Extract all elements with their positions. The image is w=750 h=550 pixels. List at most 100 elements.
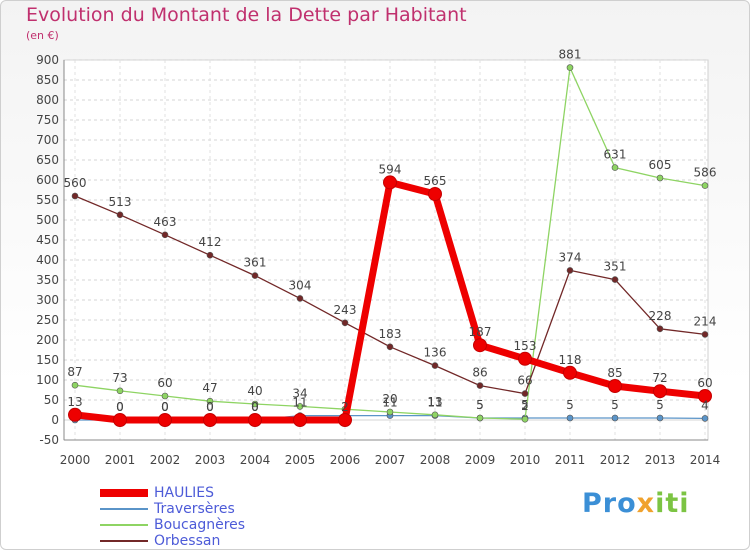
data-point-boucagnères <box>71 381 79 389</box>
x-tick-label: 2008 <box>420 453 451 467</box>
data-point-orbessan <box>386 343 394 351</box>
data-label: 5 <box>521 398 529 412</box>
data-label: 183 <box>379 327 402 341</box>
data-label: 214 <box>694 314 717 328</box>
data-point-boucagnères <box>566 64 574 71</box>
plot-area <box>63 59 709 441</box>
data-point-haulies <box>563 365 577 380</box>
y-tick-label: 850 <box>36 73 59 87</box>
data-point-haulies <box>203 413 217 427</box>
data-point-boucagnères <box>611 164 619 171</box>
data-label: 136 <box>424 346 447 360</box>
y-tick-label: 250 <box>36 313 59 327</box>
data-point-haulies <box>608 379 622 393</box>
data-point-orbessan <box>341 319 349 327</box>
x-tick-label: 2010 <box>510 453 541 467</box>
data-label: 85 <box>607 366 622 380</box>
x-tick-label: 2003 <box>195 453 226 467</box>
x-tick-label: 2014 <box>690 453 721 467</box>
data-label: 13 <box>427 395 442 409</box>
data-label: 631 <box>604 148 627 162</box>
data-point-haulies <box>338 413 352 427</box>
data-label: 0 <box>206 400 214 414</box>
x-tick-label: 2013 <box>645 453 676 467</box>
data-point-orbessan <box>656 325 664 333</box>
data-label: 374 <box>559 250 582 264</box>
data-point-haulies <box>293 413 307 427</box>
data-point-haulies <box>68 407 82 422</box>
data-label: 243 <box>334 303 357 317</box>
data-point-boucagnères <box>701 182 709 189</box>
data-point-haulies <box>428 187 442 201</box>
y-tick-label: 550 <box>36 193 59 207</box>
legend-swatch <box>100 524 148 526</box>
legend-swatch <box>100 540 148 542</box>
data-label: 5 <box>476 398 484 412</box>
data-point-boucagnères <box>656 174 664 182</box>
data-point-traversères <box>611 414 619 422</box>
chart-subtitle: (en €) <box>26 29 59 42</box>
data-label: 463 <box>154 215 177 229</box>
data-label: 34 <box>292 386 307 400</box>
data-point-orbessan <box>161 231 169 239</box>
data-label: 86 <box>472 366 487 380</box>
y-tick-label: 350 <box>36 273 59 287</box>
legend-label: HAULIES <box>154 485 215 501</box>
legend-label: Traversères <box>154 501 235 517</box>
data-label: 412 <box>199 235 222 249</box>
data-label: 351 <box>604 260 627 274</box>
logo-text-part1: Pro <box>582 488 637 519</box>
data-point-boucagnères <box>521 415 529 423</box>
data-label: 20 <box>382 392 397 406</box>
data-label: 2 <box>521 399 529 413</box>
y-tick-label: 0 <box>51 413 59 427</box>
y-tick-label: 650 <box>36 153 59 167</box>
x-tick-label: 2007 <box>375 453 406 467</box>
y-tick-label: 600 <box>36 173 59 187</box>
data-point-traversères <box>701 415 709 422</box>
data-point-orbessan <box>476 382 484 389</box>
data-point-boucagnères <box>116 387 124 395</box>
x-tick-label: 2004 <box>240 453 271 467</box>
data-point-orbessan <box>116 211 124 219</box>
data-label: 4 <box>701 398 709 412</box>
data-label: 153 <box>514 339 537 353</box>
y-tick-label: 500 <box>36 213 59 227</box>
data-label: 361 <box>244 256 267 270</box>
data-point-haulies <box>698 389 712 403</box>
y-tick-label: 750 <box>36 113 59 127</box>
data-label: 11 <box>292 396 307 410</box>
data-label: 565 <box>424 174 447 188</box>
x-tick-label: 2011 <box>555 453 586 467</box>
x-tick-label: 2012 <box>600 453 631 467</box>
legend-label: Boucagnères <box>154 517 246 533</box>
y-tick-label: 700 <box>36 133 59 147</box>
x-tick-label: 2005 <box>285 453 316 467</box>
data-point-haulies <box>473 338 487 353</box>
data-label: 513 <box>109 195 132 209</box>
data-label: 594 <box>379 162 402 176</box>
data-label: 0 <box>161 400 169 414</box>
data-label: 5 <box>611 398 619 412</box>
data-label: 13 <box>67 395 82 409</box>
data-label: 40 <box>247 384 262 398</box>
data-label: 0 <box>206 400 214 414</box>
data-point-orbessan <box>701 331 709 338</box>
data-point-haulies <box>113 413 127 427</box>
data-label: 586 <box>694 166 717 180</box>
data-point-boucagnères <box>161 392 169 400</box>
data-label: 5 <box>476 398 484 412</box>
data-label: 0 <box>251 400 259 414</box>
data-point-orbessan <box>566 267 574 274</box>
data-point-boucagnères <box>296 403 304 410</box>
data-label: 60 <box>697 376 712 390</box>
data-label: 5 <box>656 398 664 412</box>
legend-swatch <box>100 489 148 497</box>
data-label: 0 <box>161 400 169 414</box>
y-tick-label: 450 <box>36 233 59 247</box>
data-label: 2 <box>341 400 349 414</box>
legend-swatch <box>100 508 148 510</box>
logo-text-part3: iti <box>655 488 690 519</box>
data-label: 60 <box>157 376 172 390</box>
y-tick-label: 300 <box>36 293 59 307</box>
